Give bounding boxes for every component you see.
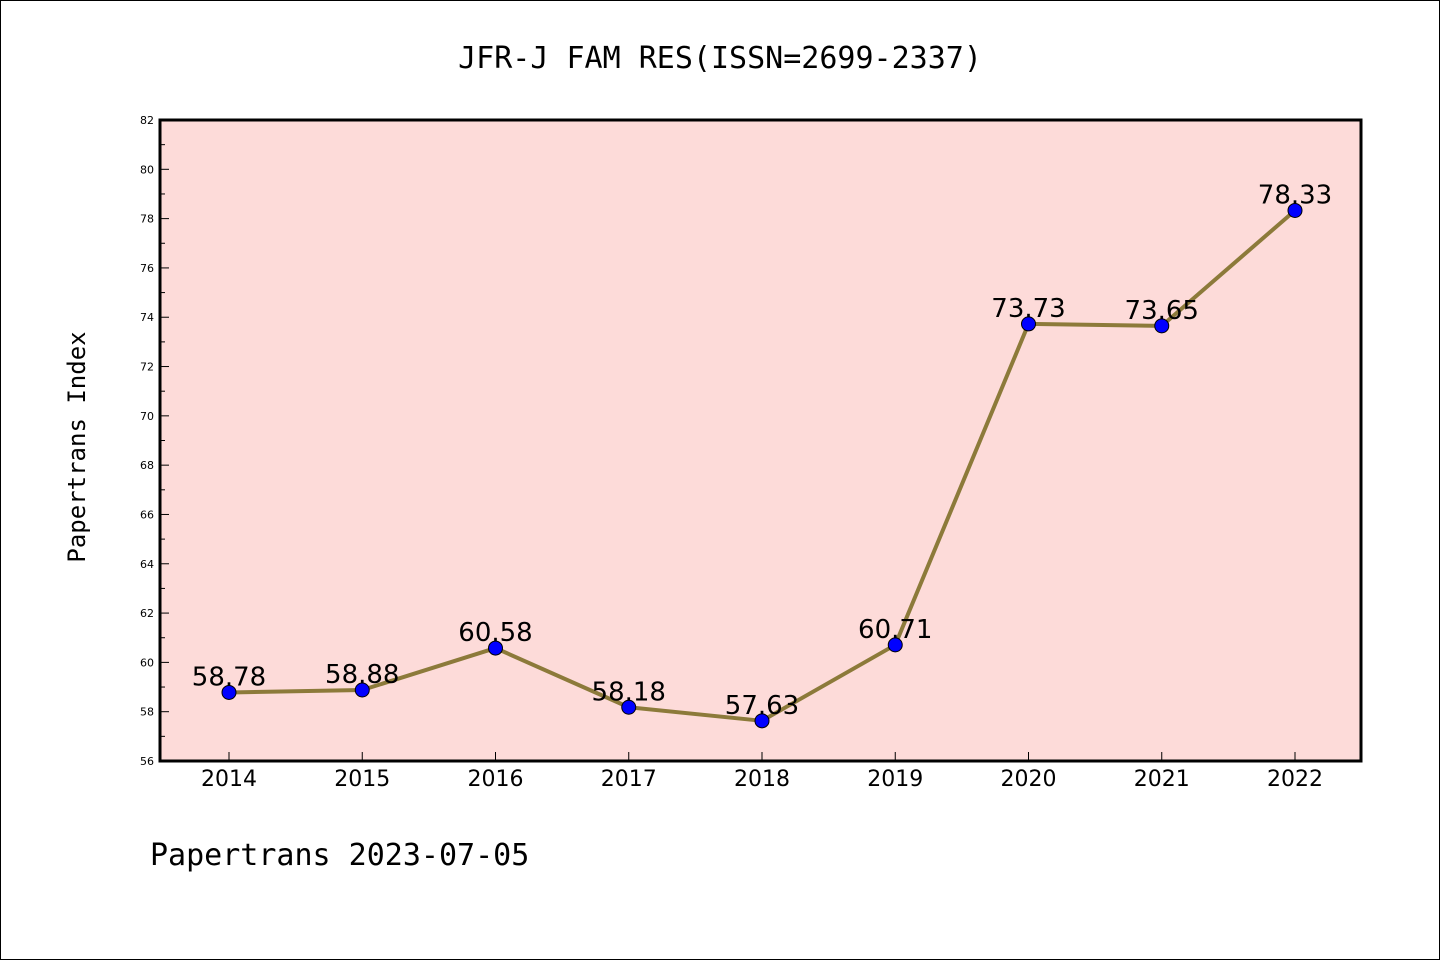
x-tick-label: 2018 — [734, 767, 790, 792]
data-point-marker — [1021, 316, 1036, 332]
x-tick-label: 2021 — [1134, 767, 1190, 792]
data-value-label: 60.71 — [858, 615, 932, 645]
x-tick-label: 2022 — [1267, 767, 1323, 792]
x-tick-label: 2016 — [468, 767, 524, 792]
x-tick-label: 2019 — [867, 767, 923, 792]
y-tick-label: 66 — [140, 508, 154, 521]
y-tick-label: 76 — [140, 262, 154, 275]
y-tick-label: 74 — [140, 311, 154, 324]
y-tick-label: 56 — [140, 755, 154, 768]
data-point-marker — [887, 637, 903, 653]
y-tick-label: 82 — [140, 114, 154, 127]
series-markers — [221, 202, 1303, 729]
data-value-label: 58.88 — [325, 660, 399, 690]
data-value-label: 57.63 — [725, 691, 799, 721]
y-tick-label: 72 — [140, 361, 154, 374]
data-value-label: 58.78 — [192, 662, 266, 692]
y-tick-label: 64 — [140, 558, 154, 571]
y-tick-label: 58 — [140, 706, 154, 719]
data-point-marker — [1287, 202, 1303, 218]
y-tick-label: 60 — [140, 656, 154, 669]
data-value-label: 58.18 — [592, 677, 666, 707]
chart-title: JFR-J FAM RES(ISSN=2699-2337) — [458, 41, 982, 76]
data-value-label: 73.73 — [991, 294, 1065, 324]
data-point-marker — [488, 640, 503, 656]
data-value-label: 78.33 — [1258, 180, 1332, 210]
data-value-label: 60.58 — [458, 618, 532, 648]
y-tick-label: 80 — [140, 163, 154, 176]
plot-area — [158, 118, 1363, 763]
data-point-marker — [754, 713, 770, 729]
x-tick-label: 2014 — [201, 767, 257, 792]
y-tick-label: 70 — [140, 410, 154, 423]
y-axis-ticks: 56 58 60 62 64 66 68 70 72 74 76 78 80 82 — [140, 114, 169, 768]
data-point-marker — [621, 699, 637, 715]
footer-source-date: Papertrans 2023-07-05 — [150, 838, 529, 873]
x-tick-label: 2017 — [601, 767, 657, 792]
x-tick-label: 2020 — [1001, 767, 1057, 792]
data-point-marker — [354, 682, 370, 698]
x-axis-ticks: 2014 2015 2016 2017 2018 2019 2020 2021 2022 — [201, 752, 1323, 792]
data-point-marker — [1154, 318, 1170, 334]
data-value-label: 73.65 — [1125, 296, 1199, 326]
x-tick-label: 2015 — [334, 767, 390, 792]
y-tick-label: 78 — [140, 213, 154, 226]
data-point-marker — [221, 684, 237, 700]
y-tick-label: 68 — [140, 459, 154, 472]
y-tick-label: 62 — [140, 607, 154, 620]
y-axis-label: Papertrans Index — [63, 331, 91, 562]
data-labels: 58.78 58.88 60.58 58.18 57.63 60.71 73.73 73.65… — [192, 180, 1332, 720]
